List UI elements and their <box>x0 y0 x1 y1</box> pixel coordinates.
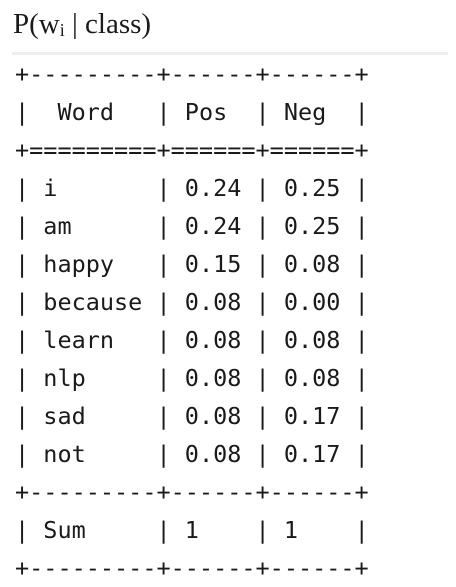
table-row: | sad | 0.08 | 0.17 | <box>15 402 369 430</box>
neg-cell: 0.08 <box>283 250 341 278</box>
neg-cell: 0.17 <box>283 440 341 468</box>
table-sum-row: | Sum | 1 | 1 | <box>15 516 369 544</box>
neg-cell: 0.00 <box>283 288 341 316</box>
neg-cell: 0.08 <box>283 326 341 354</box>
table-row: | i | 0.24 | 0.25 | <box>15 174 369 202</box>
sum-pos: 1 <box>184 516 199 544</box>
title-subscript: i <box>59 20 65 40</box>
title-suffix: | class) <box>64 8 152 40</box>
table-row: | learn | 0.08 | 0.08 | <box>15 326 369 354</box>
neg-cell: 0.25 <box>283 174 341 202</box>
page-title: P(wi | class) <box>13 4 151 50</box>
pos-cell: 0.15 <box>184 250 242 278</box>
pos-cell: 0.24 <box>184 212 242 240</box>
pos-cell: 0.24 <box>184 174 242 202</box>
neg-cell: 0.17 <box>283 402 341 430</box>
table-row: | nlp | 0.08 | 0.08 | <box>15 364 369 392</box>
word-cell: learn <box>43 326 115 354</box>
sum-label: Sum <box>43 516 86 544</box>
pos-cell: 0.08 <box>184 326 242 354</box>
table-row: | because | 0.08 | 0.00 | <box>15 288 369 316</box>
column-header-word: Word <box>57 98 115 126</box>
table-border-middle: +---------+------+------+ <box>15 478 369 506</box>
pos-cell: 0.08 <box>184 364 242 392</box>
sum-neg: 1 <box>283 516 298 544</box>
table-row: | am | 0.24 | 0.25 | <box>15 212 369 240</box>
neg-cell: 0.25 <box>283 212 341 240</box>
table-header-separator: +=========+======+======+ <box>15 136 369 164</box>
word-cell: nlp <box>43 364 86 392</box>
pos-cell: 0.08 <box>184 402 242 430</box>
column-header-pos: Pos <box>184 98 228 126</box>
title-prefix: P(w <box>13 8 60 40</box>
word-cell: i <box>43 174 58 202</box>
word-cell: sad <box>43 402 86 430</box>
word-cell: am <box>43 212 72 240</box>
table-border-top: +---------+------+------+ <box>15 60 369 88</box>
table-border-bottom: +---------+------+------+ <box>15 554 369 582</box>
word-cell: not <box>43 440 86 468</box>
title-divider <box>12 52 448 55</box>
word-cell: happy <box>43 250 115 278</box>
word-cell: because <box>43 288 143 316</box>
table-header-row: | Word | Pos | Neg | <box>15 98 369 126</box>
neg-cell: 0.08 <box>283 364 341 392</box>
pos-cell: 0.08 <box>184 440 242 468</box>
table-row: | not | 0.08 | 0.17 | <box>15 440 369 468</box>
probability-table: +---------+------+------+ | Word | Pos | … <box>15 55 369 587</box>
pos-cell: 0.08 <box>184 288 242 316</box>
column-header-neg: Neg <box>283 98 327 126</box>
table-row: | happy | 0.15 | 0.08 | <box>15 250 369 278</box>
